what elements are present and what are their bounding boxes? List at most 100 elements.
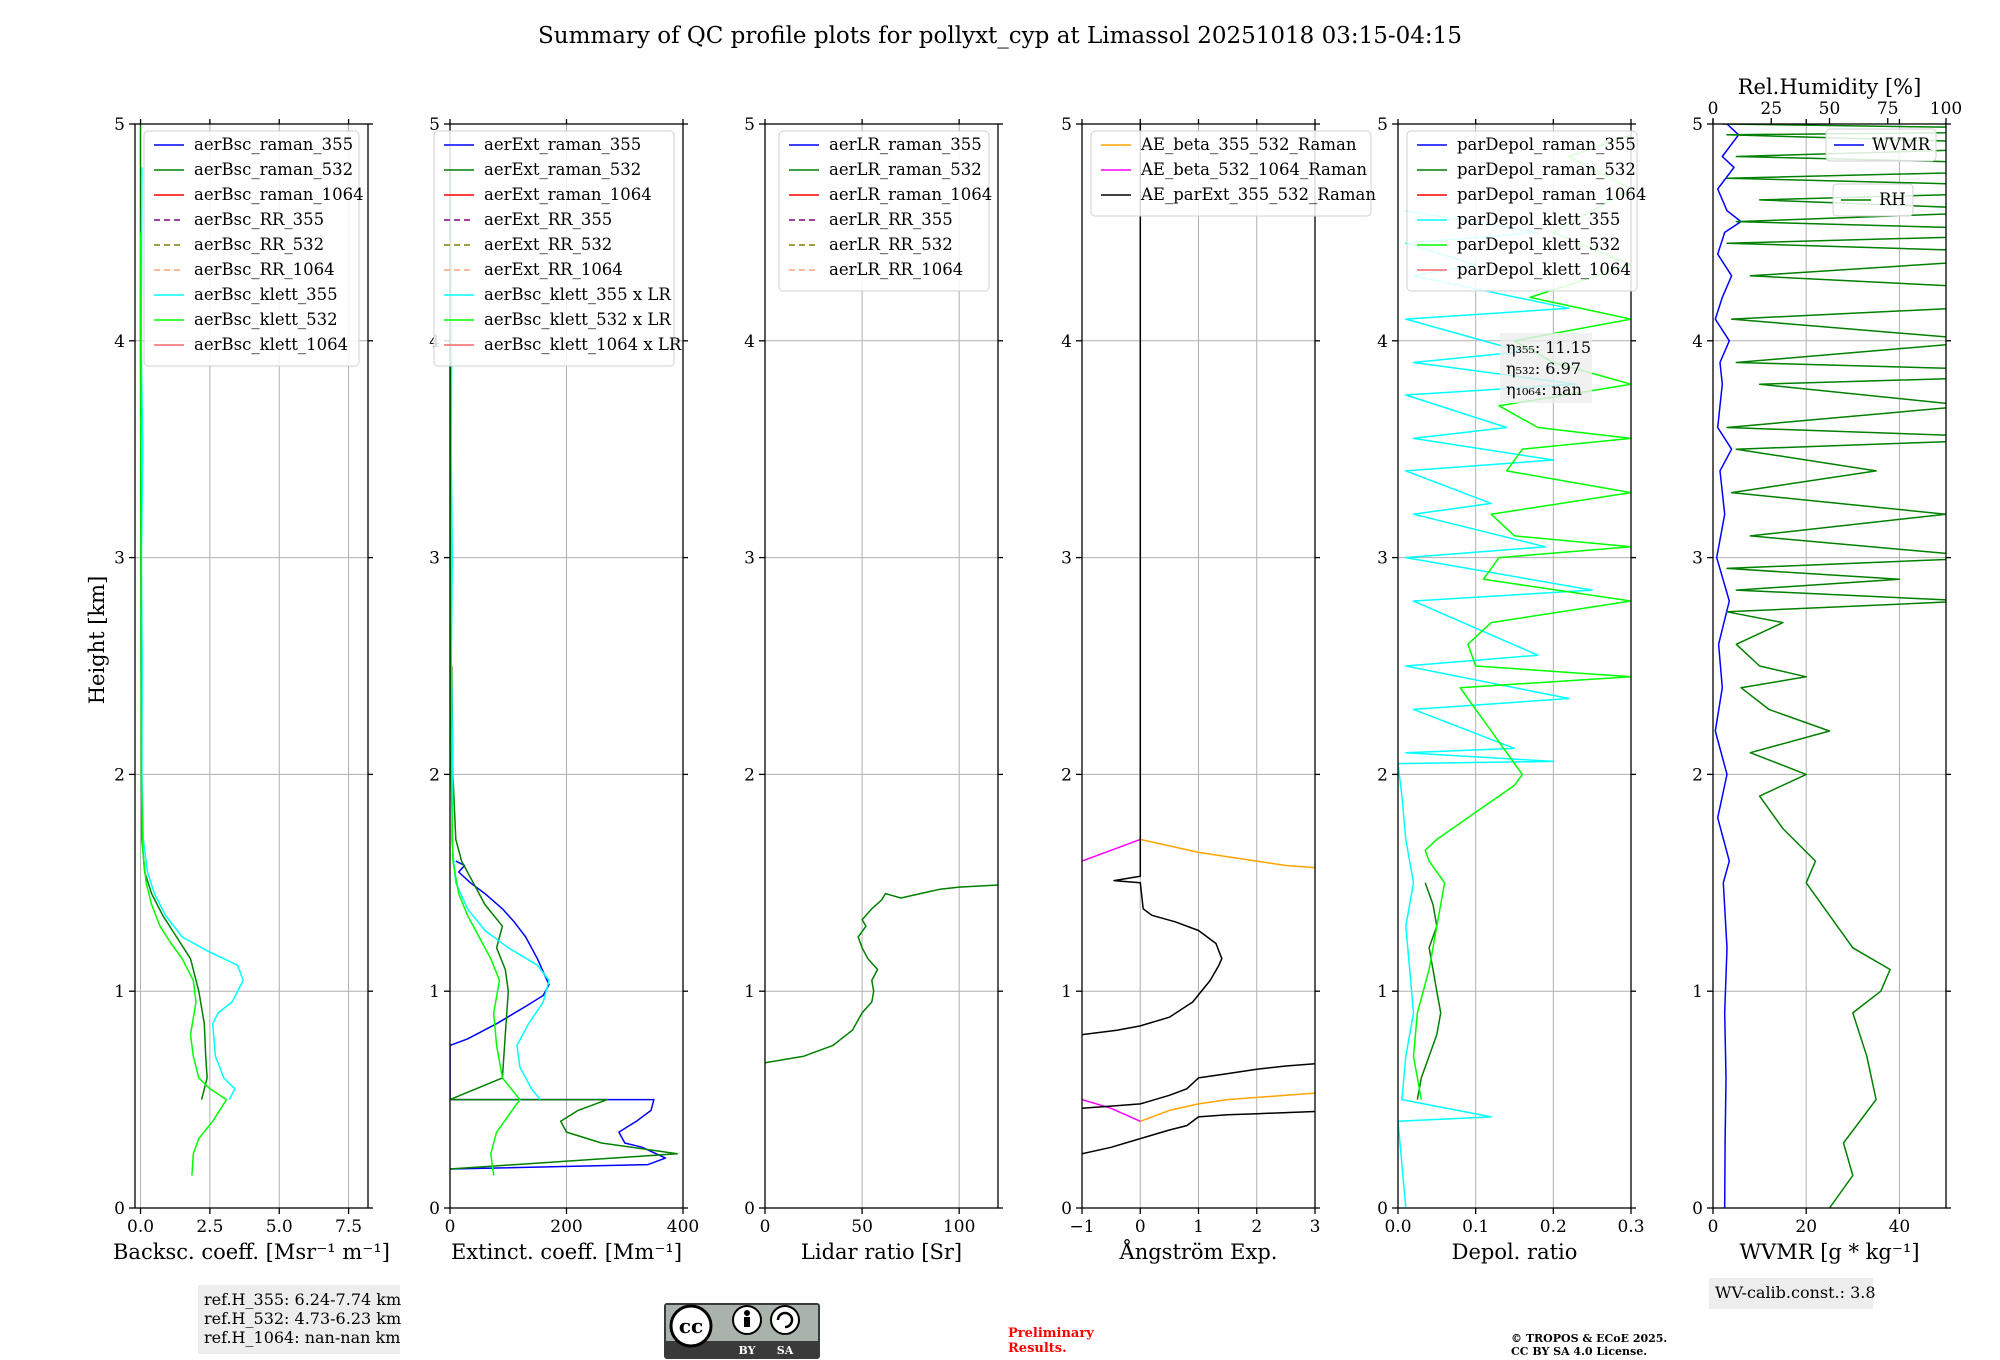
series-line-AE_beta_355_532_Raman — [1140, 838, 1315, 1123]
legend-box — [778, 130, 990, 292]
legend-label: aerLR_RR_1064 — [829, 260, 963, 279]
top-x-tick-label: 50 — [1819, 99, 1841, 119]
legend-label: aerBsc_klett_355 — [194, 285, 338, 304]
x-tick-label: 2 — [1251, 1217, 1262, 1237]
panels: 0.0 2.5 5.0 7.5 0 1 2 3 4 5 Backsc. coeff. [Msr⁻¹ … — [113, 75, 1962, 1264]
cc-logo-text: cc — [679, 1314, 703, 1338]
legend-label: aerExt_RR_532 — [484, 235, 612, 254]
y-tick-label: 3 — [1061, 549, 1072, 569]
panel-lidar-ratio: 0 50 100 0 1 2 3 4 5 Lidar ratio [Sr] aerLR_raman_… — [744, 115, 1003, 1264]
legend-box — [1406, 130, 1638, 292]
y-tick-label: 5 — [1692, 115, 1703, 135]
copyright-line1: © TROPOS & ECoE 2025. — [1511, 1332, 1667, 1345]
y-tick-label: 1 — [1692, 982, 1703, 1002]
eta-box-bg — [1500, 333, 1592, 403]
x-tick-label: 2.5 — [196, 1217, 223, 1237]
x-tick-label: 400 — [667, 1217, 699, 1237]
y-tick-label: 2 — [744, 765, 755, 785]
legend-rh: RH — [1832, 183, 1914, 217]
y-tick-label: 0 — [744, 1199, 755, 1219]
preliminary-line1: Preliminary — [1008, 1326, 1094, 1341]
series-line-aerExt_raman_532 — [450, 665, 678, 1170]
x-tick-label: 0.1 — [1462, 1217, 1489, 1237]
legend-label: aerExt_raman_532 — [484, 160, 641, 179]
info-box-bg — [198, 1285, 400, 1354]
legend-label: AE_beta_355_532_Raman — [1140, 135, 1357, 154]
series-line-AE_beta_532_1064_Raman — [1082, 838, 1141, 1122]
y-tick-label: 2 — [1377, 765, 1388, 785]
depol-eta-box: η₃₅₅: 11.15 η₅₃₂: 6.97 η₁₀₆₄: nan — [1500, 333, 1592, 403]
y-tick-label: 4 — [1377, 332, 1388, 352]
series-group — [450, 167, 678, 1176]
y-tick-label: 1 — [744, 982, 755, 1002]
x-tick-label: 0 — [1135, 1217, 1146, 1237]
legend-label: RH — [1879, 190, 1906, 209]
legend-label: aerExt_RR_355 — [484, 210, 612, 229]
copyright-line2: CC BY SA 4.0 License. — [1511, 1345, 1647, 1358]
info-line: WV-calib.const.: 3.8 — [1715, 1283, 1876, 1302]
legend-label: aerBsc_raman_532 — [194, 160, 353, 179]
axes-frame — [1397, 123, 1632, 1209]
legend: aerBsc_raman_355 aerBsc_raman_532 aerBsc_r… — [143, 130, 364, 367]
series-group — [139, 124, 244, 1176]
info-box-bg — [1709, 1278, 1873, 1309]
y-tick-label: 2 — [429, 765, 440, 785]
panel-extinction: 0200400012345Extinct. coeff. [Mm⁻¹]aerEx… — [429, 115, 699, 1264]
axes-frame — [134, 123, 369, 1209]
series-line-AE_parExt_355_532_Raman — [1082, 124, 1315, 1155]
height-axis-label: Height [km] — [85, 576, 109, 705]
y-tick-label: 5 — [429, 115, 440, 135]
y-tick-label: 5 — [744, 115, 755, 135]
x-tick-label: 7.5 — [335, 1217, 362, 1237]
x-tick-label: 0.0 — [127, 1217, 154, 1237]
panel-depol: 0.0 0.1 0.2 0.3 0 1 2 3 4 5 Depol. ratio parDepol_r… — [1377, 115, 1646, 1264]
y-tick-label: 3 — [1377, 549, 1388, 569]
x-tick-label: 3 — [1310, 1217, 1321, 1237]
series-group — [1398, 134, 1631, 1208]
x-tick-label: 40 — [1889, 1217, 1911, 1237]
legend-label: parDepol_raman_532 — [1457, 160, 1636, 179]
x-tick-label: 1 — [1193, 1217, 1204, 1237]
legend-label: aerLR_RR_355 — [829, 210, 953, 229]
badge-sa-label: SA — [777, 1344, 794, 1357]
series-line-RH — [1722, 124, 1946, 1208]
x-axis-label: Depol. ratio — [1452, 1240, 1578, 1264]
legend-label: aerLR_raman_355 — [829, 135, 982, 154]
top-x-axis-label: Rel.Humidity [%] — [1738, 75, 1922, 99]
y-tick-label: 0 — [429, 1199, 440, 1219]
y-tick-label: 5 — [1061, 115, 1072, 135]
info-line: ref.H_532: 4.73-6.23 km — [204, 1309, 401, 1328]
top-x-tick-label: 100 — [1930, 99, 1962, 119]
y-tick-label: 5 — [114, 115, 125, 135]
legend-label: aerLR_raman_1064 — [829, 185, 992, 204]
x-axis-label: Backsc. coeff. [Msr⁻¹ m⁻¹] — [113, 1240, 390, 1264]
info-line: ref.H_355: 6.24-7.74 km — [204, 1290, 401, 1309]
y-tick-label: 3 — [429, 549, 440, 569]
x-tick-label: 0 — [760, 1217, 771, 1237]
legend-label: aerExt_raman_1064 — [484, 185, 652, 204]
legend-label: parDepol_klett_1064 — [1457, 260, 1631, 279]
x-tick-label: 0.0 — [1384, 1217, 1411, 1237]
legend-label: parDepol_raman_1064 — [1457, 185, 1646, 204]
legend-box — [1090, 130, 1372, 217]
axes-frame — [764, 123, 999, 1209]
y-tick-label: 1 — [429, 982, 440, 1002]
x-tick-label: 200 — [550, 1217, 582, 1237]
legend-label: aerExt_RR_1064 — [484, 260, 623, 279]
share-alike-icon — [770, 1305, 800, 1335]
legend-label: aerBsc_klett_1064 x LR — [484, 335, 682, 354]
y-tick-label: 4 — [114, 332, 125, 352]
axes-frame — [1712, 123, 1947, 1209]
x-axis-label: Extinct. coeff. [Mm⁻¹] — [451, 1240, 682, 1264]
legend: parDepol_raman_355 parDepol_raman_532 parD… — [1406, 130, 1646, 292]
y-tick-label: 1 — [114, 982, 125, 1002]
reference-height-box: WV-calib.const.: 3.8 — [1709, 1278, 1876, 1309]
cc-license-badge: cc BY SA — [664, 1303, 820, 1359]
legend-label: aerBsc_klett_532 x LR — [484, 310, 671, 329]
legend-label: aerBsc_klett_355 x LR — [484, 285, 671, 304]
x-tick-label: 100 — [943, 1217, 975, 1237]
y-tick-label: 4 — [1061, 332, 1072, 352]
